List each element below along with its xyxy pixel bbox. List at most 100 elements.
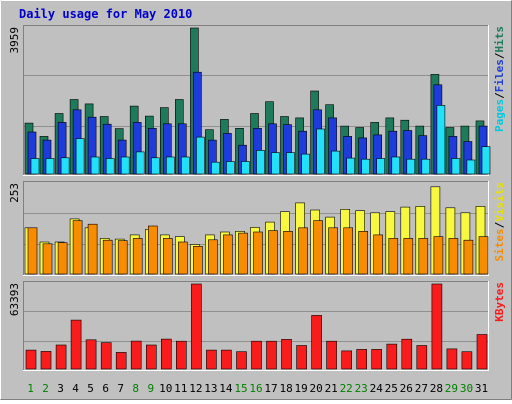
bar-sites-day-20 xyxy=(313,220,323,275)
x-tick-label: 27 xyxy=(415,382,428,395)
x-tick-label: 25 xyxy=(385,382,398,395)
x-tick-label: 6 xyxy=(102,382,109,395)
bar-sites-day-26 xyxy=(403,238,414,275)
x-tick-label: 3 xyxy=(57,382,64,395)
x-tick-label: 9 xyxy=(147,382,154,395)
bar-pages-day-18 xyxy=(286,152,295,175)
bar-pages-day-15 xyxy=(241,161,250,175)
bar-pages-day-2 xyxy=(45,158,55,175)
y-max-label: 63393 xyxy=(8,283,21,316)
bar-kbytes-day-24 xyxy=(371,349,383,370)
bar-kbytes-day-1 xyxy=(25,349,37,370)
legend-hits: Hits xyxy=(493,26,506,53)
x-tick-label: 18 xyxy=(279,382,292,395)
x-tick-label: 23 xyxy=(355,382,368,395)
bar-kbytes-day-14 xyxy=(221,349,232,370)
bar-sites-day-28 xyxy=(433,236,444,275)
bar-kbytes-day-26 xyxy=(401,338,413,370)
bar-kbytes-day-29 xyxy=(446,348,458,370)
bar-kbytes-day-21 xyxy=(326,340,337,370)
bar-kbytes-day-17 xyxy=(266,340,277,370)
bar-kbytes-day-2 xyxy=(40,351,52,370)
bar-sites-day-21 xyxy=(328,227,338,275)
bar-pages-day-16 xyxy=(256,150,265,175)
bar-sites-day-22 xyxy=(343,227,354,275)
bar-pages-day-24 xyxy=(376,158,386,175)
bar-kbytes-day-4 xyxy=(70,319,82,370)
y-max-label: 253 xyxy=(8,183,21,203)
legend: KBytes xyxy=(493,282,506,322)
x-tick-label: 7 xyxy=(117,382,124,395)
x-tick-label: 16 xyxy=(249,382,262,395)
bar-sites-day-5 xyxy=(87,223,98,275)
bar-kbytes-day-23 xyxy=(356,349,368,370)
bar-pages-day-14 xyxy=(226,161,235,175)
bar-pages-day-3 xyxy=(60,157,70,175)
bar-pages-day-21 xyxy=(331,150,340,175)
legend-separator: / xyxy=(493,52,506,59)
bar-sites-day-30 xyxy=(463,239,474,275)
x-tick-label: 21 xyxy=(325,382,338,395)
bar-kbytes-day-22 xyxy=(341,350,353,370)
x-tick-label: 2 xyxy=(42,382,49,395)
bar-pages-day-17 xyxy=(271,152,280,175)
legend-separator: / xyxy=(493,221,506,228)
bar-sites-day-6 xyxy=(102,239,113,275)
bar-pages-day-12 xyxy=(196,136,205,175)
bar-pages-day-9 xyxy=(151,157,160,175)
bar-kbytes-day-9 xyxy=(146,344,157,370)
x-tick-label: 11 xyxy=(174,382,187,395)
bar-kbytes-day-12 xyxy=(191,283,202,370)
x-tick-label: 20 xyxy=(309,382,322,395)
x-tick-label: 28 xyxy=(430,382,443,395)
legend-separator: / xyxy=(493,92,506,99)
bar-pages-day-29 xyxy=(451,158,461,175)
bar-sites-day-27 xyxy=(418,238,429,275)
x-tick-label: 24 xyxy=(370,382,384,395)
bar-sites-day-18 xyxy=(283,231,293,275)
bar-sites-day-25 xyxy=(388,238,399,275)
bar-kbytes-day-18 xyxy=(281,339,292,370)
bar-kbytes-day-5 xyxy=(85,339,97,370)
bar-sites-day-14 xyxy=(223,234,233,275)
bar-sites-day-8 xyxy=(132,238,143,275)
x-tick-label: 15 xyxy=(234,382,247,395)
bar-sites-day-4 xyxy=(72,220,83,275)
bar-pages-day-11 xyxy=(181,156,190,175)
bar-sites-day-15 xyxy=(238,232,248,275)
legend-kbytes: KBytes xyxy=(493,282,506,322)
bar-sites-day-1 xyxy=(27,227,38,275)
x-tick-label: 14 xyxy=(219,382,233,395)
bar-sites-day-2 xyxy=(42,243,53,275)
bar-sites-day-7 xyxy=(117,240,128,275)
bar-pages-day-31 xyxy=(481,146,491,175)
bar-kbytes-day-19 xyxy=(296,345,307,370)
bar-pages-day-7 xyxy=(120,156,130,175)
x-tick-label: 22 xyxy=(340,382,353,395)
bar-kbytes-day-28 xyxy=(431,283,443,370)
bar-pages-day-30 xyxy=(466,159,476,175)
bar-pages-day-4 xyxy=(75,138,85,175)
y-max-label: 3959 xyxy=(8,27,21,54)
bar-pages-day-8 xyxy=(135,151,145,175)
x-tick-label: 5 xyxy=(87,382,94,395)
bar-pages-day-28 xyxy=(436,105,446,175)
bar-sites-day-31 xyxy=(478,236,489,275)
bar-kbytes-day-6 xyxy=(100,342,112,370)
bar-pages-day-23 xyxy=(361,158,371,175)
bar-kbytes-day-20 xyxy=(311,315,322,370)
bar-sites-day-11 xyxy=(178,241,188,275)
legend-visits: Visits xyxy=(493,182,506,222)
legend: Sites/Visits xyxy=(493,182,506,262)
bar-kbytes-day-30 xyxy=(461,351,473,370)
bar-sites-day-29 xyxy=(448,238,459,275)
bar-kbytes-day-16 xyxy=(251,340,262,370)
bar-kbytes-day-10 xyxy=(161,338,172,370)
chart-title: Daily usage for May 2010 xyxy=(19,7,192,21)
bar-pages-day-20 xyxy=(316,128,325,175)
x-tick-label: 13 xyxy=(204,382,217,395)
bar-kbytes-day-8 xyxy=(130,340,142,370)
bar-kbytes-day-31 xyxy=(476,334,488,370)
